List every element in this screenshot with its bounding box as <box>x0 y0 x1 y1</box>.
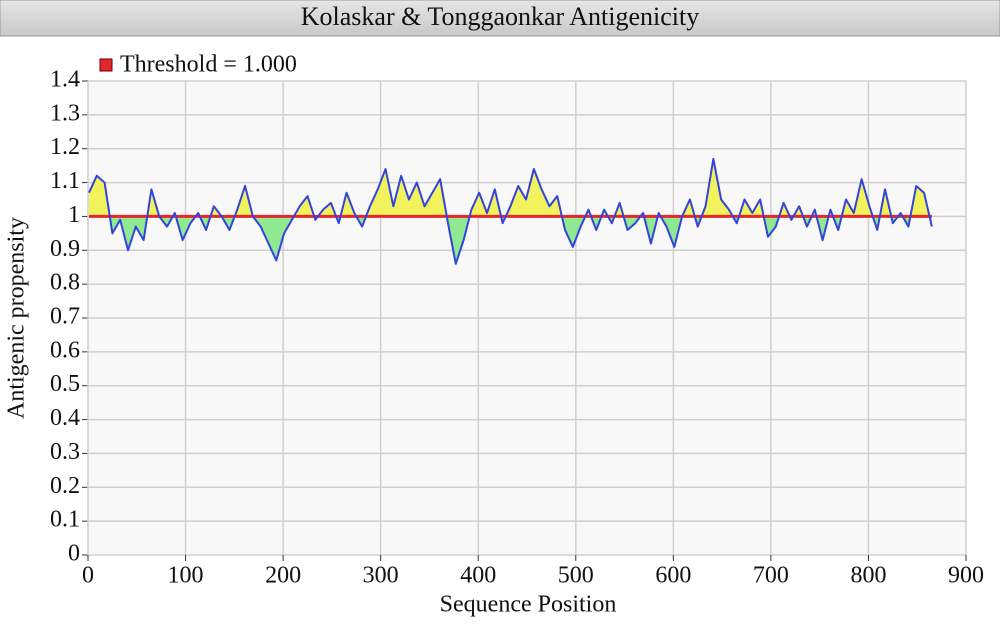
y-axis-label: Antigenic propensity <box>4 217 30 419</box>
title-bar <box>0 0 1000 37</box>
y-tick-label: 0.1 <box>50 507 80 533</box>
y-tick-label: 0 <box>68 541 80 567</box>
y-tick-label: 1 <box>68 202 80 228</box>
y-tick-label: 0.3 <box>50 439 80 465</box>
x-tick-label: 0 <box>82 563 94 589</box>
x-tick-label: 100 <box>168 563 204 589</box>
chart-title: Kolaskar & Tonggaonkar Antigenicity <box>301 2 699 31</box>
y-tick-label: 0.6 <box>50 337 80 363</box>
x-tick-label: 800 <box>850 563 886 589</box>
x-tick-label: 700 <box>753 563 789 589</box>
y-tick-label: 0.9 <box>50 236 80 262</box>
line <box>88 157 933 265</box>
x-axis-label: Sequence Position <box>440 592 617 618</box>
y-tick-label: 0.2 <box>50 473 80 499</box>
y-tick-label: 1.1 <box>50 168 80 194</box>
legend-swatch <box>99 58 113 72</box>
y-tick-label: 0.7 <box>50 304 80 330</box>
x-tick-label: 400 <box>460 563 496 589</box>
area-above <box>88 158 930 217</box>
y-tick-label: 1.4 <box>50 67 80 93</box>
y-tick-label: 0.8 <box>50 270 80 296</box>
x-tick-label: 500 <box>558 563 594 589</box>
x-tick-label: 600 <box>655 563 691 589</box>
y-tick-label: 1.3 <box>50 100 80 126</box>
x-tick-label: 900 <box>948 563 984 589</box>
legend-label: Threshold = 1.000 <box>120 52 297 78</box>
x-tick-label: 300 <box>363 563 399 589</box>
y-tick-label: 0.5 <box>50 371 80 397</box>
x-tick-label: 200 <box>265 563 301 589</box>
y-tick-label: 0.4 <box>50 405 80 431</box>
y-tick-label: 1.2 <box>50 134 80 160</box>
